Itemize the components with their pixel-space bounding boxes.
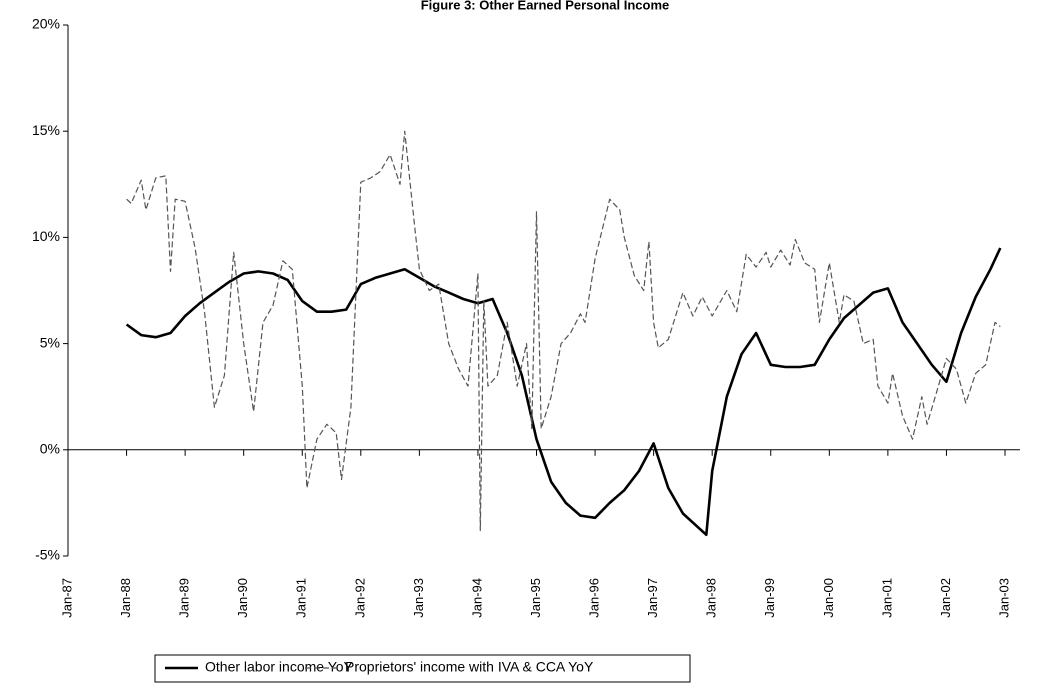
x-tick-label: Jan-96 xyxy=(587,578,602,618)
series-line xyxy=(126,130,1001,532)
x-tick-label: Jan-89 xyxy=(177,578,192,618)
x-tick-label: Jan-88 xyxy=(118,578,133,618)
legend-label: Other labor income YoY xyxy=(205,659,354,675)
x-tick-label: Jan-94 xyxy=(469,578,484,618)
legend-label: Proprietors' income with IVA & CCA YoY xyxy=(345,659,594,675)
x-tick-label: Jan-93 xyxy=(411,578,426,618)
x-tick-label: Jan-92 xyxy=(352,578,367,618)
x-tick-label: Jan-87 xyxy=(59,578,74,618)
x-tick-label: Jan-99 xyxy=(762,578,777,618)
x-tick-label: Jan-01 xyxy=(879,578,894,618)
y-tick-label: 20% xyxy=(32,16,60,32)
y-tick-label: 15% xyxy=(32,122,60,138)
x-tick-label: Jan-02 xyxy=(938,578,953,618)
x-tick-label: Jan-95 xyxy=(528,578,543,618)
x-tick-label: Jan-97 xyxy=(645,578,660,618)
series-line xyxy=(125,247,1002,537)
x-tick-label: Jan-91 xyxy=(294,578,309,618)
y-tick-label: 5% xyxy=(40,334,60,350)
chart-title: Figure 3: Other Earned Personal Income xyxy=(421,0,670,12)
x-tick-label: Jan-03 xyxy=(996,578,1011,618)
x-tick-label: Jan-98 xyxy=(704,578,719,618)
legend-box xyxy=(154,654,691,683)
y-tick-label: 0% xyxy=(40,441,60,457)
x-tick-label: Jan-00 xyxy=(821,578,836,618)
y-tick-label: 10% xyxy=(32,228,60,244)
y-tick-label: -5% xyxy=(35,547,60,563)
x-tick-label: Jan-90 xyxy=(235,578,250,618)
